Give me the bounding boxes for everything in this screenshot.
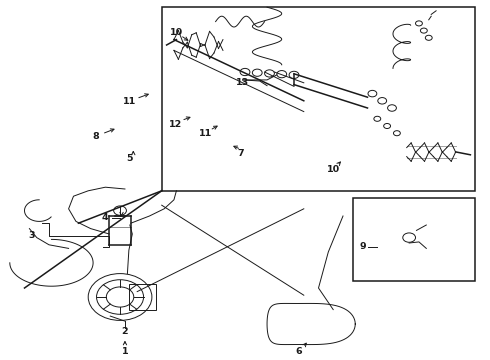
Text: 13: 13 xyxy=(236,78,249,87)
Bar xyxy=(129,284,156,310)
Text: 6: 6 xyxy=(295,346,302,356)
Bar xyxy=(162,7,475,191)
Text: 10: 10 xyxy=(327,165,340,174)
Text: 12: 12 xyxy=(169,120,182,129)
Text: 2: 2 xyxy=(122,327,128,336)
Text: 8: 8 xyxy=(92,132,99,141)
Text: 9: 9 xyxy=(359,242,366,251)
Text: 11: 11 xyxy=(123,97,137,106)
Bar xyxy=(353,198,475,281)
Text: 11: 11 xyxy=(199,129,213,138)
Text: 7: 7 xyxy=(238,149,245,158)
Text: 10: 10 xyxy=(170,28,183,37)
Text: 5: 5 xyxy=(126,154,133,163)
Text: 4: 4 xyxy=(102,213,109,222)
Text: 1: 1 xyxy=(122,346,128,356)
Text: 3: 3 xyxy=(28,231,35,240)
